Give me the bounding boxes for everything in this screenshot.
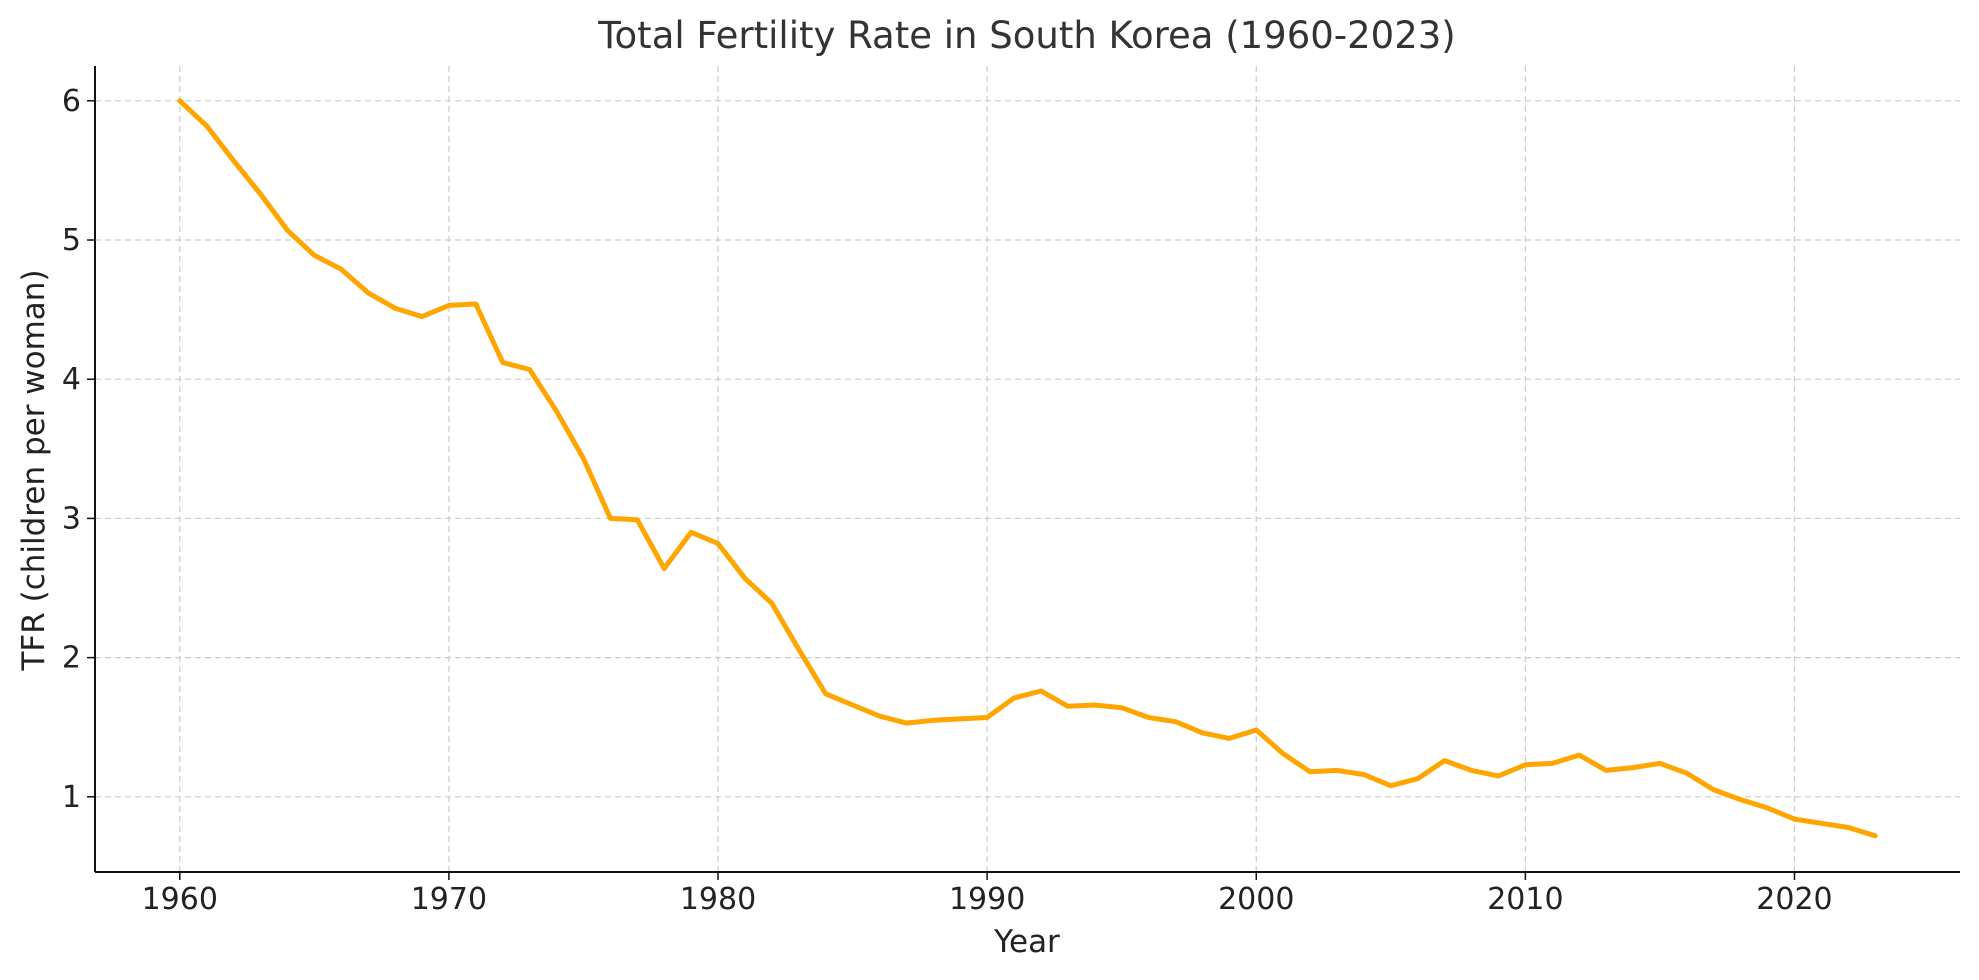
data-point: [204, 123, 209, 129]
data-point: [796, 647, 801, 652]
x-axis-label: Year: [993, 924, 1060, 960]
data-point: [823, 691, 828, 697]
tfr-series-line: [177, 98, 1878, 839]
data-point: [1738, 797, 1743, 802]
data-point: [688, 530, 694, 535]
data-point: [1523, 762, 1528, 768]
y-tick-label: 3: [62, 501, 81, 536]
data-point: [1711, 787, 1716, 793]
data-point: [312, 253, 317, 258]
data-point: [931, 718, 936, 723]
x-tick-label: 2010: [1487, 882, 1563, 917]
data-point: [608, 516, 613, 521]
data-point: [1280, 751, 1286, 756]
data-point: [1873, 833, 1878, 839]
data-point: [285, 228, 290, 233]
x-tick-label: 1990: [949, 882, 1025, 917]
data-point: [661, 566, 667, 571]
data-point: [1630, 765, 1636, 770]
data-point: [1038, 688, 1044, 694]
data-point: [877, 713, 882, 719]
data-point: [231, 158, 236, 163]
data-point: [392, 306, 398, 311]
data-point: [1065, 704, 1071, 709]
x-tick-label: 1970: [411, 882, 487, 917]
data-point: [446, 303, 452, 308]
data-point: [1576, 752, 1582, 758]
data-point: [1442, 758, 1447, 763]
data-point: [635, 517, 640, 523]
data-point: [1819, 821, 1824, 826]
data-point: [473, 301, 479, 307]
data-point: [1361, 772, 1367, 777]
data-point: [1388, 783, 1394, 788]
data-point: [1657, 761, 1663, 766]
data-point: [984, 715, 990, 720]
x-tick-label: 1960: [142, 882, 218, 917]
x-tick-label: 1980: [680, 882, 756, 917]
data-point: [1146, 715, 1151, 720]
data-point: [1684, 770, 1690, 776]
chart-title: Total Fertility Rate in South Korea (196…: [597, 14, 1456, 57]
data-point: [365, 290, 371, 296]
data-point: [1254, 727, 1259, 733]
data-point: [1846, 825, 1851, 830]
data-point: [1603, 768, 1609, 773]
data-point: [1119, 705, 1124, 710]
data-point: [1092, 702, 1097, 708]
axes: [94, 66, 1960, 873]
x-tick-label: 2000: [1218, 882, 1294, 917]
data-point: [527, 367, 532, 372]
data-point: [339, 267, 344, 272]
data-point: [419, 314, 425, 319]
data-point: [958, 716, 963, 722]
data-point: [581, 456, 586, 461]
data-point: [1550, 761, 1555, 766]
data-point: [1011, 695, 1017, 701]
data-point: [742, 576, 748, 581]
data-point: [1200, 730, 1205, 735]
data-point: [1173, 719, 1178, 724]
data-point: [715, 541, 721, 546]
data-point: [1496, 773, 1501, 779]
ticks: 1960 1970 1980 1990 2000 2010 2020 1 2 3 4 5 6: [62, 84, 1833, 917]
data-point: [1307, 769, 1313, 774]
data-point: [1334, 768, 1340, 773]
data-point: [1227, 736, 1232, 741]
grid: [95, 66, 1960, 872]
data-point: [850, 702, 855, 708]
data-point: [554, 409, 559, 414]
y-tick-label: 6: [62, 84, 81, 119]
data-point: [1415, 776, 1420, 781]
data-point: [1765, 805, 1770, 811]
data-point: [258, 191, 263, 197]
data-point: [1469, 768, 1474, 773]
series-layer: [177, 98, 1878, 839]
y-tick-label: 5: [62, 223, 81, 258]
data-point: [769, 601, 775, 606]
y-tick-label: 1: [62, 780, 81, 815]
y-tick-label: 2: [62, 641, 81, 676]
y-axis-label: TFR (children per woman): [16, 269, 52, 671]
data-point: [177, 98, 182, 104]
data-point: [1792, 816, 1797, 822]
data-point: [904, 720, 909, 726]
data-point: [500, 360, 505, 365]
y-tick-label: 4: [62, 362, 81, 397]
x-tick-label: 2020: [1756, 882, 1832, 917]
